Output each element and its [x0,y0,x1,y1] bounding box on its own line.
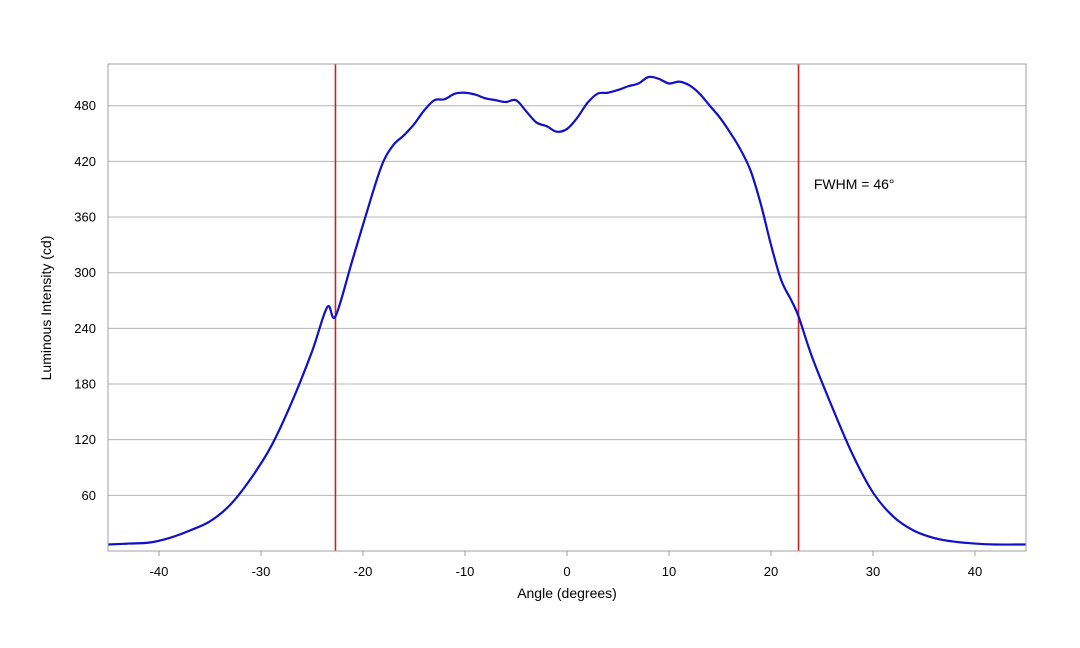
x-tick-label: 0 [563,564,570,579]
y-tick-label: 420 [74,154,96,169]
y-tick-label: 360 [74,210,96,225]
x-tick-labels: -40 -30 -20 -10 0 10 20 30 40 [150,551,982,579]
intensity-series-line [107,75,1026,546]
annotations: FWHM = 46° [814,176,895,192]
y-tick-label: 240 [74,321,96,336]
grid-layer [108,105,1026,496]
x-tick-label: -20 [354,564,373,579]
plot-frame [107,63,1027,552]
series-layer [107,75,1026,546]
x-tick-label: 10 [662,564,676,579]
x-axis-title: Angle (degrees) [517,585,617,601]
fwhm-markers [334,64,800,551]
y-tick-label: 180 [74,377,96,392]
fwhm-annotation: FWHM = 46° [814,176,895,192]
x-tick-label: -10 [456,564,475,579]
y-tick-label: 120 [74,432,96,447]
y-tick-labels: 60 120 180 240 300 360 420 480 [74,98,96,503]
y-tick-label: 300 [74,265,96,280]
x-tick-label: 20 [764,564,778,579]
x-tick-label: -40 [150,564,169,579]
x-tick-label: 40 [968,564,982,579]
x-tick-label: -30 [252,564,271,579]
x-tick-label: 30 [866,564,880,579]
y-axis-title: Luminous Intensity (cd) [38,236,54,381]
y-tick-label: 60 [82,488,96,503]
y-tick-label: 480 [74,98,96,113]
